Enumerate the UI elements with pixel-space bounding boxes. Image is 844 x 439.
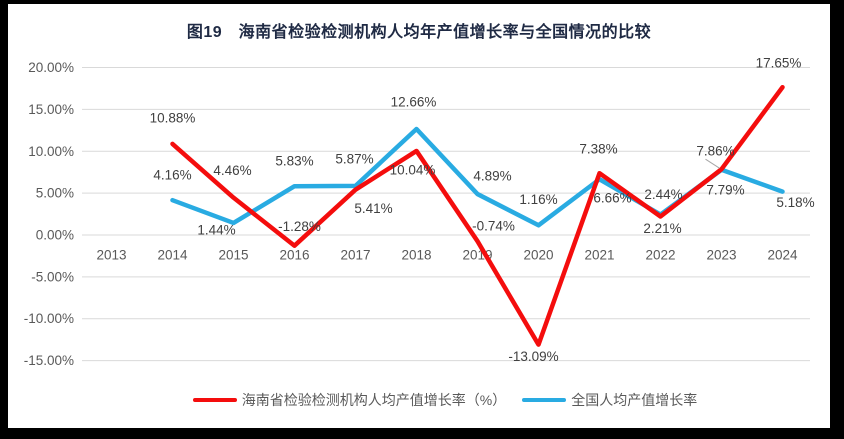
data-label: 7.79% [706,182,744,197]
y-axis-tick-label: 15.00% [28,102,74,117]
y-axis-tick-label: 10.00% [28,144,74,159]
x-axis-tick-label: 2024 [767,248,798,263]
x-axis-tick-label: 2017 [340,248,370,263]
chart-area: 图19 海南省检验检测机构人均年产值增长率与全国情况的比较 20.00% 15.0… [8,4,830,428]
data-label: 6.66% [593,191,631,206]
data-label: 10.04% [390,162,436,177]
label-leader-line [705,158,720,169]
chart-title: 图19 海南省检验检测机构人均年产值增长率与全国情况的比较 [186,24,652,41]
data-label: -1.28% [278,219,321,234]
data-label: 10.88% [150,110,196,125]
hainan-series-line [170,84,785,347]
data-label: 12.66% [391,95,437,110]
national-series-line-icon [522,398,567,402]
x-axis-tick-label: 2013 [96,248,126,263]
data-label: 2.44% [644,187,682,202]
legend-label-hainan: 海南省检验检测机构人均产值增长率（%） [241,392,507,408]
data-label: 4.89% [473,169,511,184]
x-axis-tick-label: 2021 [584,248,614,263]
legend-item-national: 全国人均产值增长率 [522,390,697,410]
data-label: 4.46% [213,163,251,178]
legend-item-hainan: 海南省检验检测机构人均产值增长率（%） [192,390,507,410]
x-axis-tick-label: 2020 [523,248,553,263]
data-label: 5.83% [275,154,313,169]
data-label: -0.74% [472,219,515,234]
y-axis-tick-label: 5.00% [36,186,74,201]
data-label: 1.16% [519,192,557,207]
data-label: 5.18% [776,195,814,210]
chart-canvas: 20.00% 15.00% 10.00% 5.00% 0.00% -5.00% -10.00… [24,56,815,368]
legend-label-national: 全国人均产值增长率 [571,392,698,408]
data-label: 4.16% [153,168,191,183]
x-axis-tick-label: 2014 [157,248,188,263]
x-axis-tick-label: 2015 [218,248,248,263]
data-label: 17.65% [756,56,802,71]
y-axis-tick-label: -15.00% [24,353,74,368]
data-label: 2.21% [643,221,681,236]
y-axis-tick-label: -10.00% [24,311,74,326]
hainan-series-line-icon [192,398,237,402]
x-axis-tick-label: 2016 [279,248,309,263]
data-label: 1.44% [197,222,235,237]
x-axis-tick-label: 2018 [401,248,431,263]
data-label: 7.38% [579,142,617,157]
x-axis-tick-label: 2023 [706,248,736,263]
y-axis-tick-label: -5.00% [31,269,74,284]
data-label: 5.87% [335,151,373,166]
y-axis-tick-label: 0.00% [36,228,74,243]
y-axis-tick-label: 20.00% [28,60,74,75]
data-label: 7.86% [696,144,734,159]
chart-legend: 海南省检验检测机构人均产值增长率（%） 全国人均产值增长率 [34,390,844,410]
data-label: 5.41% [354,201,392,216]
data-label: -13.09% [508,349,558,364]
x-axis-tick-label: 2022 [645,248,675,263]
